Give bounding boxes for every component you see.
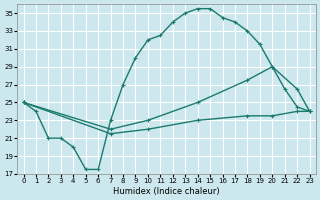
X-axis label: Humidex (Indice chaleur): Humidex (Indice chaleur) (113, 187, 220, 196)
